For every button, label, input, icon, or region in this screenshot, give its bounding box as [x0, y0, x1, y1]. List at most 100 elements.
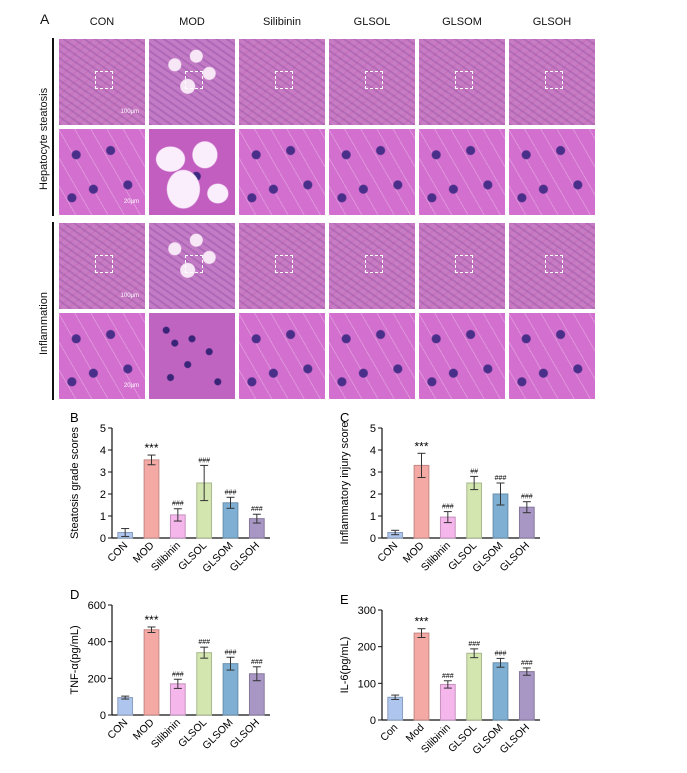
y-tick-label: 4 [100, 445, 106, 457]
micrograph-tile [418, 312, 506, 400]
micrograph-tile [508, 312, 596, 400]
zoom-region-box [275, 71, 293, 89]
scale-bar-label: 100μm [120, 109, 139, 115]
y-tick-label: 5 [370, 423, 376, 435]
significance-label: ## [470, 468, 478, 475]
chart-d-tnf: D0200400600TNF-α(pg/mL)CON***MOD###Silib… [69, 587, 270, 752]
significance-label: ### [251, 659, 263, 666]
y-axis-label: Inflammatory injury score [339, 422, 351, 545]
bar [466, 652, 483, 721]
column-label: GLSOM [442, 16, 482, 28]
column-label: MOD [179, 16, 205, 28]
zoom-region-box [545, 255, 563, 273]
significance-label: ### [442, 673, 454, 680]
y-tick-label: 0 [100, 710, 106, 722]
significance-label: ### [225, 649, 237, 656]
micrograph-tile [508, 128, 596, 216]
column-label: GLSOL [353, 16, 391, 28]
y-tick-label: 2 [100, 489, 106, 501]
significance-label: ### [198, 639, 210, 646]
scale-bar-label: 20μm [123, 383, 139, 389]
micrograph-tile: 100μm [58, 38, 146, 126]
micrograph-tile: 100μm [58, 222, 146, 310]
micrograph-tile [148, 222, 236, 310]
micrograph-tile [148, 128, 236, 216]
y-tick-label: 2 [370, 489, 376, 501]
bar [492, 662, 509, 721]
micrograph-tile [328, 222, 416, 310]
category-label: Silibinin [419, 722, 453, 756]
y-tick-label: 100 [358, 678, 376, 690]
panel-letter: E [340, 592, 349, 607]
row-bracket-steatosis [52, 38, 54, 216]
zoom-region-box [275, 255, 293, 273]
zoom-region-box [455, 255, 473, 273]
zoom-region-box [365, 71, 383, 89]
y-tick-label: 1 [100, 511, 106, 523]
zoom-region-box [455, 71, 473, 89]
micrograph-tile [238, 222, 326, 310]
category-label: GLSOH [227, 540, 261, 574]
micrograph-tile [418, 38, 506, 126]
bar [117, 697, 134, 716]
micrograph-tile [508, 222, 596, 310]
significance-label: *** [144, 441, 158, 455]
category-label: Mod [404, 722, 427, 745]
bar [518, 671, 535, 721]
row-bracket-inflammation [52, 222, 54, 400]
y-tick-label: 0 [100, 533, 106, 545]
chart-e-il6: E 0 100 200 300 IL-6(pg/mL) Con *** Mod ### Silibi… [339, 592, 540, 757]
micrograph-tile [328, 128, 416, 216]
row-label: Hepatocyte steatosis [38, 87, 50, 190]
panel-letter: D [70, 587, 79, 602]
bar [439, 683, 456, 721]
bar [222, 663, 239, 716]
y-tick-label: 3 [100, 467, 106, 479]
significance-label: ### [521, 660, 533, 667]
y-axis-label: IL-6(pg/mL) [339, 637, 351, 694]
significance-label: ### [442, 504, 454, 511]
significance-label: ### [495, 650, 507, 657]
significance-label: ### [521, 494, 533, 501]
bar [387, 696, 404, 721]
zoom-region-box [185, 255, 203, 273]
bar [413, 632, 430, 721]
scale-bar-label: 100μm [120, 293, 139, 299]
bar [143, 629, 160, 716]
micrograph-tile [238, 128, 326, 216]
significance-label: ### [495, 475, 507, 482]
significance-label: ### [198, 457, 210, 464]
y-axis-label: Steatosis grade scores [69, 427, 81, 539]
micrograph-tile [238, 312, 326, 400]
panel-letter: C [340, 410, 349, 425]
scale-bar-label: 20μm [123, 199, 139, 205]
category-label: Con [378, 722, 400, 744]
micrograph-tile [148, 38, 236, 126]
category-label: CON [105, 540, 130, 565]
zoom-region-box [95, 71, 113, 89]
micrograph-tile [418, 128, 506, 216]
y-tick-label: 200 [358, 642, 376, 654]
bar [143, 459, 160, 539]
panel-letter: B [70, 410, 79, 425]
column-label: GLSOH [532, 16, 572, 28]
significance-label: ### [172, 501, 184, 508]
category-label: CON [105, 717, 130, 742]
micrograph-tile: 20μm [58, 312, 146, 400]
panel-a-letter: A [40, 11, 50, 27]
category-label: CON [375, 540, 400, 565]
y-tick-label: 5 [100, 423, 106, 435]
significance-label: ### [225, 489, 237, 496]
significance-label: *** [144, 613, 158, 627]
category-label: Silibinin [149, 717, 183, 751]
category-label: GLSOH [497, 722, 531, 756]
zoom-region-box [365, 255, 383, 273]
row-label: Inflammation [38, 292, 50, 355]
micrograph-tile: 20μm [58, 128, 146, 216]
significance-label: ### [468, 641, 480, 648]
zoom-region-box [95, 255, 113, 273]
micrograph-tile [238, 38, 326, 126]
y-tick-label: 400 [88, 637, 106, 649]
y-tick-label: 3 [370, 467, 376, 479]
